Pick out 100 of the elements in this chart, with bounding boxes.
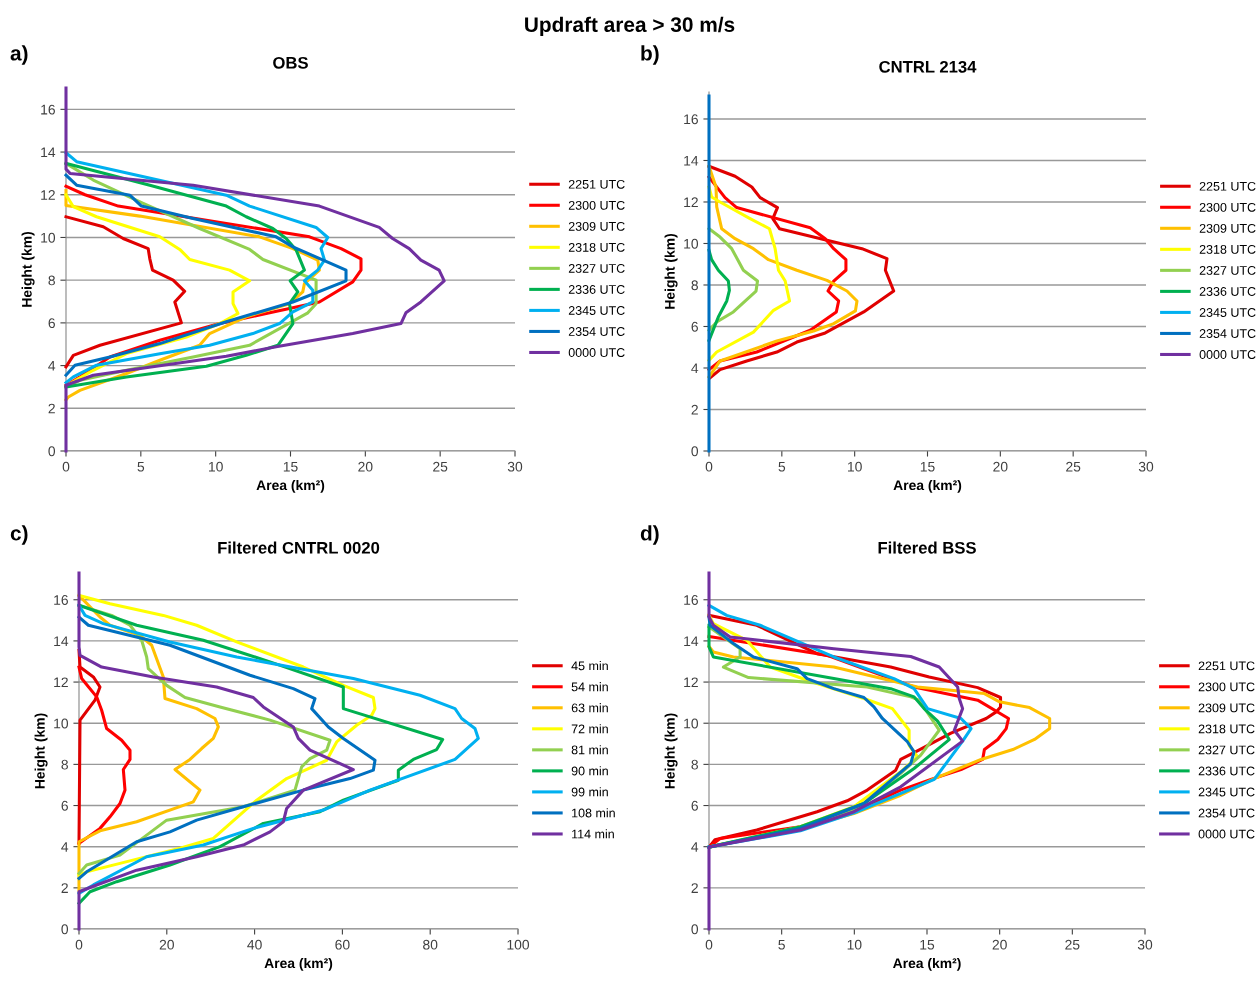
x-tick-label: 0 (75, 939, 83, 950)
y-tick-label: 4 (691, 842, 699, 852)
y-axis-title: Height (km) (21, 231, 35, 307)
x-tick-label: 25 (1066, 461, 1081, 472)
y-tick-label: 10 (684, 238, 699, 249)
legend-label: 0000 UTC (568, 348, 625, 357)
y-tick-label: 10 (684, 718, 699, 729)
y-tick-label: 10 (41, 232, 56, 243)
y-tick-label: 4 (48, 361, 56, 371)
y-tick-label: 2 (61, 883, 68, 893)
y-tick-label: 8 (61, 759, 68, 770)
x-tick-label: 5 (778, 939, 785, 950)
legend-label: 2345 UTC (1199, 308, 1256, 317)
x-tick-label: 0 (705, 939, 713, 950)
x-tick-label: 20 (358, 461, 373, 472)
y-tick-label: 6 (48, 318, 55, 329)
y-tick-label: 12 (41, 190, 55, 200)
chart-title: OBS (273, 56, 308, 69)
legend-label: 2309 UTC (1199, 223, 1256, 233)
x-tick-label: 25 (433, 461, 448, 472)
x-tick-label: 20 (993, 461, 1008, 472)
y-tick-label: 8 (691, 759, 698, 770)
chart-title: Filtered BSS (878, 541, 976, 554)
text: Updraft area > 30 m/s (525, 16, 735, 37)
legend-label: 2354 UTC (568, 327, 625, 336)
y-tick-label: 16 (684, 114, 698, 125)
x-tick-label: 10 (209, 461, 223, 472)
legend-label: 2345 UTC (1198, 787, 1255, 797)
x-axis-title: Area (km²) (893, 957, 961, 971)
y-tick-label: 8 (48, 275, 55, 286)
text: c) (10, 525, 28, 545)
x-tick-label: 0 (705, 461, 713, 472)
y-tick-label: 6 (691, 321, 698, 332)
legend-label: 2354 UTC (1199, 329, 1256, 338)
y-tick-label: 12 (684, 197, 698, 208)
legend-label: 2309 UTC (568, 221, 625, 231)
y-tick-label: 0 (691, 446, 699, 457)
legend-label: 2251 UTC (568, 179, 625, 189)
legend-label: 2251 UTC (1198, 661, 1255, 671)
y-tick-label: 0 (48, 446, 56, 457)
x-tick-label: 15 (920, 461, 935, 472)
y-tick-label: 6 (691, 800, 698, 811)
chart-title: CNTRL 2134 (879, 60, 977, 73)
y-tick-label: 16 (41, 104, 55, 115)
legend-label: 0000 UTC (1199, 350, 1256, 359)
y-tick-label: 12 (684, 677, 698, 688)
legend-label: 2336 UTC (568, 285, 625, 294)
y-tick-label: 2 (48, 403, 55, 414)
y-tick-label: 14 (41, 147, 56, 158)
x-tick-label: 15 (920, 939, 935, 950)
legend-label: 2300 UTC (568, 200, 625, 210)
y-tick-label: 14 (54, 636, 69, 646)
x-tick-label: 30 (1138, 461, 1154, 472)
legend-label: 2345 UTC (568, 306, 625, 315)
chart-title: Filtered CNTRL 0020 (218, 541, 380, 554)
x-tick-label: 5 (137, 461, 145, 472)
legend-label: 114 min (572, 829, 614, 839)
y-tick-label: 2 (691, 404, 698, 415)
text: a) (10, 45, 28, 65)
y-tick-label: 16 (684, 595, 698, 605)
x-tick-label: 40 (247, 939, 262, 950)
y-tick-label: 12 (54, 677, 68, 688)
y-tick-label: 0 (691, 924, 699, 935)
legend-label: 72 min (571, 724, 608, 734)
legend-label: 81 min (571, 745, 608, 755)
text: d) (640, 525, 659, 545)
y-tick-label: 8 (691, 280, 698, 291)
y-tick-label: 14 (684, 636, 699, 646)
y-axis-title: Height (km) (664, 233, 678, 309)
x-tick-label: 60 (335, 939, 350, 950)
x-tick-label: 30 (507, 461, 523, 472)
legend-label: 63 min (571, 703, 608, 713)
y-tick-label: 4 (61, 842, 69, 852)
legend-label: 108 min (572, 808, 615, 818)
legend-label: 45 min (571, 661, 608, 671)
legend-label: 2336 UTC (1199, 287, 1256, 296)
x-tick-label: 20 (992, 939, 1007, 950)
x-tick-label: 100 (507, 939, 530, 950)
legend-label: 99 min (571, 787, 608, 797)
text: b) (641, 45, 659, 65)
y-tick-label: 4 (691, 363, 699, 374)
legend-label: 2300 UTC (1198, 682, 1255, 692)
y-tick-label: 2 (691, 883, 698, 893)
legend-label: 2354 UTC (1198, 808, 1255, 818)
legend-label: 2251 UTC (1199, 181, 1256, 191)
legend-label: 54 min (571, 682, 608, 692)
legend-label: 2318 UTC (1199, 244, 1256, 254)
legend-label: 2336 UTC (1198, 766, 1255, 776)
legend-label: 90 min (571, 766, 608, 776)
x-tick-label: 10 (848, 461, 862, 472)
y-tick-label: 16 (54, 595, 68, 605)
x-axis-title: Area (km²) (264, 957, 333, 971)
legend-label: 2327 UTC (1199, 266, 1256, 275)
legend-label: 2309 UTC (1198, 703, 1255, 713)
legend-label: 2318 UTC (568, 242, 625, 252)
y-axis-title: Height (km) (34, 713, 48, 789)
x-tick-label: 10 (847, 939, 862, 950)
x-tick-label: 5 (778, 461, 786, 472)
x-axis-title: Area (km²) (893, 479, 962, 493)
x-tick-label: 15 (283, 461, 298, 472)
